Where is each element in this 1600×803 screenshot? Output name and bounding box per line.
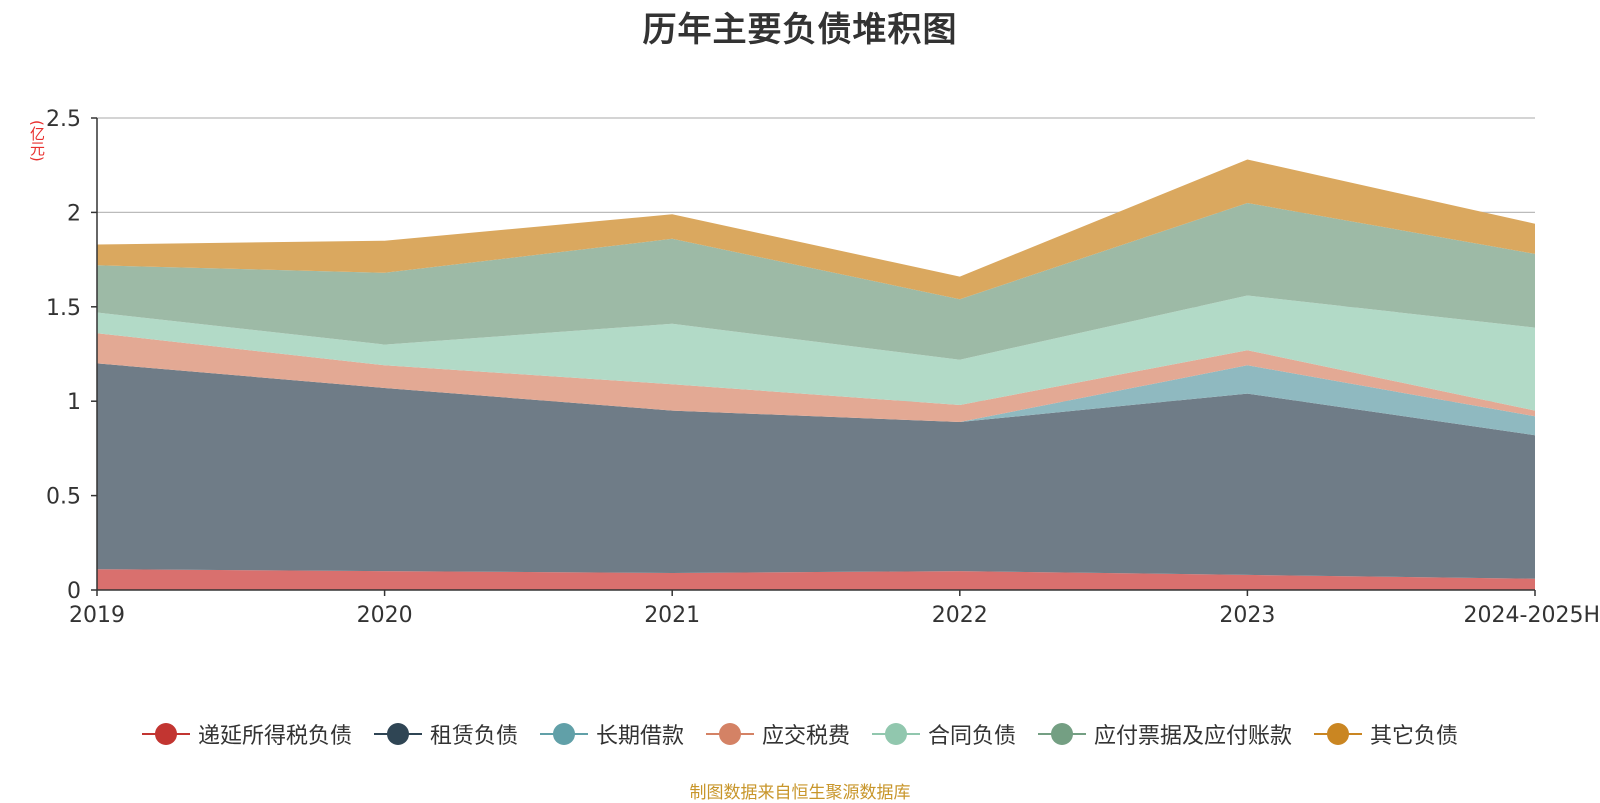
legend-item-3[interactable]: 应交税费 [705,718,850,750]
x-tick-label-2: 2021 [644,603,700,628]
y-tick-label-1: 0.5 [46,485,81,510]
legend-item-6[interactable]: 其它负债 [1314,718,1458,750]
data-source-note: 制图数据来自恒生聚源数据库 [689,783,911,803]
y-tick-labels: 0 0.5 1 1.5 2 2.5 [46,107,97,604]
legend-label: 应付票据及应付账款 [1094,724,1293,749]
y-tick-label-2: 1 [67,390,81,415]
area-series-5 [97,203,1535,360]
legend-marker-icon [539,722,588,746]
legend-item-0[interactable]: 递延所得税负债 [141,718,352,750]
x-tick-label-4: 2023 [1219,603,1275,628]
legend-item-5[interactable]: 应付票据及应付账款 [1038,718,1292,750]
area-series-6 [97,159,1535,300]
legend-marker-icon [373,722,422,746]
legend-marker-icon [1314,722,1363,746]
axes [96,118,1535,591]
legend-item-4[interactable]: 合同负债 [872,718,1016,750]
legend-label: 租赁负债 [429,724,518,749]
legend-marker-icon [1038,722,1087,746]
legend-label: 合同负债 [928,724,1017,749]
legend-item-1[interactable]: 租赁负债 [373,718,518,750]
chart-title: 历年主要负债堆积图 [642,10,958,50]
x-tick-label-5: 2024-2025H [1464,603,1600,628]
area-series-4 [97,295,1535,411]
legend-label: 长期借款 [595,724,684,749]
x-tick-label-1: 2020 [357,603,413,628]
chart-legend: 递延所得税负债 租赁负债 长期借款 应交税费 合同负债 应付票据及应付账款 其它负债 [0,718,1600,750]
legend-marker-icon [141,722,190,746]
x-tick-label-0: 2019 [69,603,125,628]
x-tick-labels: 2019 2020 2021 2022 2023 2024-2025H [69,590,1600,628]
legend-marker-icon [705,722,754,746]
area-series-3 [97,333,1535,422]
legend-item-2[interactable]: 长期借款 [539,718,684,750]
y-tick-label-4: 2 [67,201,81,226]
y-tick-label-5: 2.5 [46,107,81,132]
y-axis-unit-label: (亿元) [28,120,46,162]
legend-marker-icon [872,722,920,746]
area-series-2 [97,363,1535,436]
area-series-1 [97,363,1535,579]
stacked-area-chart: 0 0.5 1 1.5 2 2.5 2019 2020 2021 2022 2023 2024-20… [46,107,1600,628]
x-tick-label-3: 2022 [932,603,988,628]
legend-label: 递延所得税负债 [197,724,352,749]
legend-label: 其它负债 [1370,724,1459,749]
area-series-layer [97,159,1535,590]
y-tick-label-0: 0 [67,579,81,604]
legend-label: 应交税费 [761,724,850,749]
y-tick-label-3: 1.5 [46,296,81,321]
area-series-0 [97,569,1535,590]
